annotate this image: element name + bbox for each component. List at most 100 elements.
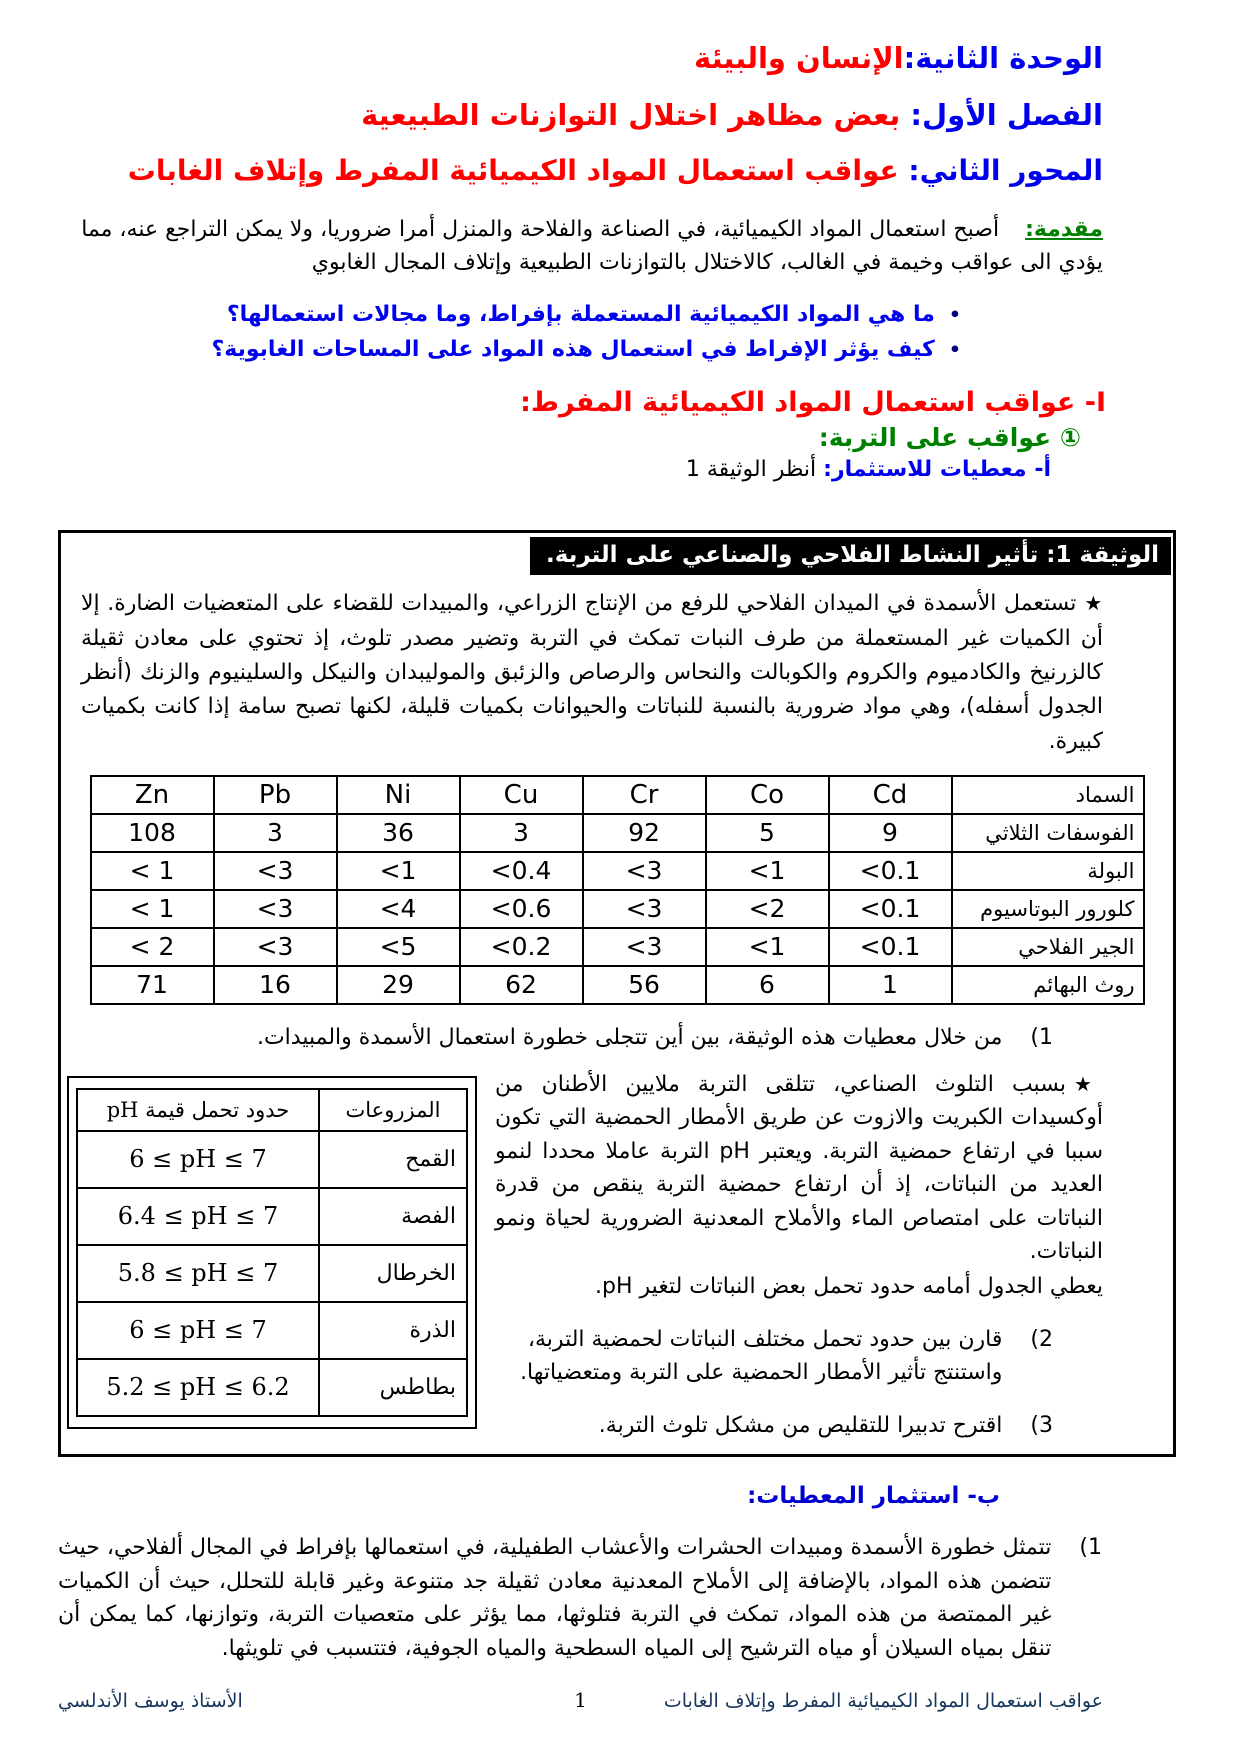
table-row: البولة <0.1 <1 <3 <0.4 <1 <3 < 1 [89,850,1145,891]
section-1a-line: أ- معطيات للاستثمار: أنظر الوثيقة 1 [58,457,1051,482]
row-label: البولة [950,850,1145,891]
lead-questions: • ما هي المواد الكيميائية المستعملة بإفرا… [58,297,961,367]
table-row: الفصة 6.4 ≤ pH ≤ 7 [76,1186,468,1246]
cell: <1 [335,850,461,891]
column-header: Pb [212,774,338,815]
cell: < 2 [89,926,215,967]
cell: <5 [335,926,461,967]
cell: <1 [704,850,830,891]
axis-title-text: عواقب استعمال المواد الكيميائية المفرط و… [127,153,909,187]
cell: <0.1 [827,850,953,891]
question-1-number: 1) [1030,1024,1053,1050]
cell: <4 [335,888,461,929]
cell: <3 [581,926,707,967]
footer-document-title: عواقب استعمال المواد الكيميائية المفرط و… [663,1690,1103,1712]
question-2-number: 2) [1030,1327,1053,1353]
ph-range: 6 ≤ pH ≤ 7 [76,1129,320,1189]
table-row: الجير الفلاحي <0.1 <1 <3 <0.2 <5 <3 < 2 [89,926,1145,967]
point-1-text: تتمثل خطورة الأسمدة ومبيدات الحشرات والأ… [58,1535,1052,1661]
column-header: السماد [950,774,1145,815]
cell: < 1 [89,888,215,929]
chapter-title: الفصل الأول: بعض مظاهر اختلال التوازنات … [58,99,1103,132]
cell: 56 [581,964,707,1005]
table-row: بطاطس 5.2 ≤ pH ≤ 6.2 [76,1357,468,1417]
cell: <3 [581,850,707,891]
question-1: 1) من خلال معطيات هذه الوثيقة، بين أين ت… [71,1021,1053,1054]
cell: <0.1 [827,926,953,967]
ph-table-caption: يعطي الجدول أمامه حدود تحمل بعض النباتات… [595,1274,1103,1300]
crop-name: القمح [318,1129,468,1189]
column-header: Cd [827,774,953,815]
bullet-icon: • [948,339,961,362]
cell: 9 [827,812,953,853]
section-1b-heading: ب- استثمار المعطيات: [747,1483,1000,1510]
row-label: روث البهائم [950,964,1145,1005]
unit-title-text: الإنسان والبيئة [694,41,904,75]
document-1-title: الوثيقة 1: تأثير النشاط الفلاحي والصناعي… [530,537,1171,576]
cell: 16 [212,964,338,1005]
bullet-icon: • [948,303,961,326]
column-header: Cu [458,774,584,815]
cell: <0.4 [458,850,584,891]
column-header: حدود تحمل قيمة pH [76,1087,320,1132]
cell: <2 [704,888,830,929]
cell: 29 [335,964,461,1005]
chapter-title-text: بعض مظاهر اختلال التوازنات الطبيعية [361,98,911,133]
intro-label: مقدمة: [1025,216,1103,242]
intro-text: أصبح استعمال المواد الكيميائية، في الصنا… [81,216,1103,275]
question-2-text: قارن بين حدود تحمل مختلف النباتات لحمضية… [520,1327,1003,1386]
document-1-paragraph-text: تستعمل الأسمدة في الميدان الفلاحي للرفع … [81,591,1103,754]
cell: 71 [89,964,215,1005]
lead-question-1-text: ما هي المواد الكيميائية المستعملة بإفراط… [226,301,935,327]
cell: 36 [335,812,461,853]
axis-label: المحور الثاني: [908,153,1103,187]
question-3-text: اقترح تدبيرا للتقليص من مشكل تلوث التربة… [598,1413,1003,1439]
ph-header-row: المزروعات حدود تحمل قيمة pH [76,1087,468,1132]
section-1a-text: أنظر الوثيقة 1 [685,457,824,483]
metals-header-row: السماد Cd Co Cr Cu Ni Pb Zn [89,774,1145,815]
table-row: كلورور البوتاسيوم <0.1 <2 <3 <0.6 <4 <3 … [89,888,1145,929]
table-row: الفوسفات الثلاثي 9 5 92 3 36 3 108 [89,812,1145,853]
ph-range: 5.8 ≤ pH ≤ 7 [76,1243,320,1303]
crop-name: بطاطس [318,1357,468,1417]
cell: <3 [581,888,707,929]
exploitation-point-1: 1) تتمثل خطورة الأسمدة ومبيدات الحشرات و… [58,1531,1102,1665]
cell: 92 [581,812,707,853]
lead-question-2-text: كيف يؤثر الإفراط في استعمال هذه المواد ع… [211,337,935,363]
question-3-number: 3) [1030,1413,1053,1439]
section-1-heading: I- عواقب استعمال المواد الكيميائية المفر… [520,387,1106,419]
question-2: 2) قارن بين حدود تحمل مختلف النباتات لحم… [491,1323,1053,1389]
lead-question-2: • كيف يؤثر الإفراط في استعمال هذه المواد … [58,332,961,367]
row-label: الجير الفلاحي [950,926,1145,967]
cell: 108 [89,812,215,853]
unit-label: الوحدة الثانية: [903,41,1103,75]
cell: 3 [458,812,584,853]
star-icon: ★ [1084,591,1103,616]
intro-paragraph: مقدمة:أصبح استعمال المواد الكيميائية، في… [60,213,1103,279]
page-footer: عواقب استعمال المواد الكيميائية المفرط و… [58,1688,1103,1712]
table-row: الخرطال 5.8 ≤ pH ≤ 7 [76,1243,468,1303]
cell: <3 [212,888,338,929]
ph-table-frame: المزروعات حدود تحمل قيمة pH القمح 6 ≤ pH… [67,1075,477,1429]
cell: 6 [704,964,830,1005]
cell: <1 [704,926,830,967]
acid-rain-paragraph-text: بسبب التلوث الصناعي، تتلقى التربة ملايين… [495,1071,1104,1264]
cell: <0.2 [458,926,584,967]
chapter-label: الفصل الأول: [910,98,1103,133]
crop-name: الخرطال [318,1243,468,1303]
column-header: Ni [335,774,461,815]
column-header: Zn [89,774,215,815]
crop-name: الذرة [318,1300,468,1360]
ph-range: 6 ≤ pH ≤ 7 [76,1300,320,1360]
column-header: المزروعات [318,1087,468,1132]
table-row: القمح 6 ≤ pH ≤ 7 [76,1129,468,1189]
unit-title: الوحدة الثانية:الإنسان والبيئة [58,41,1103,75]
acid-rain-section: ★بسبب التلوث الصناعي، تتلقى التربة ملايي… [61,1066,1173,1443]
cell: <0.1 [827,888,953,929]
table-row: روث البهائم 1 6 56 62 29 16 71 [89,964,1145,1005]
cell: 5 [704,812,830,853]
crop-name: الفصة [318,1186,468,1246]
section-1a-label: أ- معطيات للاستثمار: [823,457,1051,483]
star-icon: ★ [1073,1071,1103,1096]
